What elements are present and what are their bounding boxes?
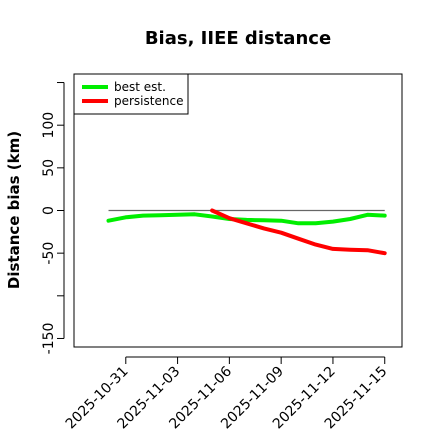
legend-box [73, 73, 189, 115]
legend-label-best-est: best est. [114, 80, 166, 94]
y-tick-label: -50 [41, 242, 57, 265]
y-tick-label: 50 [41, 159, 57, 177]
series-layer [106, 208, 387, 256]
y-tick-label: 100 [41, 112, 57, 139]
y-axis-label: Distance bias (km) [5, 131, 23, 289]
x-axis: 2025-10-312025-11-032025-11-062025-11-09… [63, 356, 391, 432]
legend: best est. persistence [73, 73, 189, 115]
series-line-persistence [210, 208, 387, 256]
y-axis: -150 -50 0 50 100 [41, 82, 65, 355]
y-tick-label: 0 [41, 206, 57, 215]
series-line-best-est [106, 212, 387, 226]
legend-label-persistence: persistence [114, 94, 183, 108]
plot-frame [73, 73, 403, 348]
chart-title: Bias, IIEE distance [145, 28, 331, 49]
y-tick-label: -150 [41, 323, 57, 355]
